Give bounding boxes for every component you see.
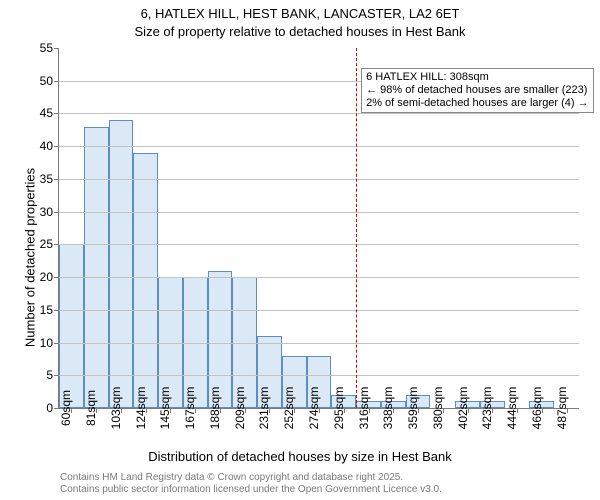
- x-tick-label: 252sqm: [278, 387, 296, 430]
- annotation-box: 6 HATLEX HILL: 308sqm← 98% of detached h…: [361, 68, 594, 113]
- y-tick-label: 55: [40, 41, 59, 55]
- y-tick-label: 25: [40, 237, 59, 251]
- y-tick-label: 15: [40, 303, 59, 317]
- x-tick-label: 423sqm: [476, 387, 494, 430]
- x-axis-label: Distribution of detached houses by size …: [0, 449, 600, 464]
- annotation-line3: 2% of semi-detached houses are larger (4…: [366, 97, 589, 109]
- y-tick-label: 40: [40, 139, 59, 153]
- x-tick-label: 402sqm: [452, 387, 470, 430]
- bar: [109, 120, 134, 408]
- x-tick-label: 338sqm: [377, 387, 395, 430]
- y-tick-label: 20: [40, 270, 59, 284]
- x-tick-label: 209sqm: [229, 387, 247, 430]
- x-tick-label: 167sqm: [179, 387, 197, 430]
- y-tick-label: 45: [40, 106, 59, 120]
- x-tick-label: 380sqm: [427, 387, 445, 430]
- x-tick-label: 295sqm: [328, 387, 346, 430]
- annotation-line2: ← 98% of detached houses are smaller (22…: [366, 84, 587, 96]
- attribution-line1: Contains HM Land Registry data © Crown c…: [60, 472, 403, 483]
- attribution: Contains HM Land Registry data © Crown c…: [60, 472, 442, 496]
- x-tick-label: 188sqm: [204, 387, 222, 430]
- x-tick-label: 81sqm: [80, 390, 98, 426]
- plot-area: 051015202530354045505560sqm81sqm103sqm12…: [58, 48, 579, 409]
- y-tick-label: 30: [40, 205, 59, 219]
- x-tick-label: 231sqm: [253, 387, 271, 430]
- marker-line: [356, 48, 357, 408]
- x-tick-label: 444sqm: [501, 387, 519, 430]
- x-tick-label: 145sqm: [154, 387, 172, 430]
- x-tick-label: 60sqm: [55, 390, 73, 426]
- x-tick-label: 274sqm: [303, 387, 321, 430]
- x-tick-label: 103sqm: [105, 387, 123, 430]
- x-tick-label: 466sqm: [526, 387, 544, 430]
- y-tick-label: 5: [46, 368, 59, 382]
- bar: [84, 127, 109, 408]
- chart-title-line1: 6, HATLEX HILL, HEST BANK, LANCASTER, LA…: [0, 6, 600, 21]
- y-axis-label: Number of detached properties: [23, 128, 38, 388]
- x-tick-label: 359sqm: [402, 387, 420, 430]
- y-tick-label: 35: [40, 172, 59, 186]
- x-tick-label: 487sqm: [551, 387, 569, 430]
- bar: [59, 244, 84, 408]
- x-tick-label: 124sqm: [130, 387, 148, 430]
- annotation-line1: 6 HATLEX HILL: 308sqm: [366, 71, 489, 83]
- attribution-line2: Contains public sector information licen…: [60, 484, 442, 495]
- chart-title-line2: Size of property relative to detached ho…: [0, 24, 600, 39]
- chart-container: 6, HATLEX HILL, HEST BANK, LANCASTER, LA…: [0, 0, 600, 500]
- bar: [133, 153, 158, 408]
- y-tick-label: 10: [40, 336, 59, 350]
- y-tick-label: 50: [40, 74, 59, 88]
